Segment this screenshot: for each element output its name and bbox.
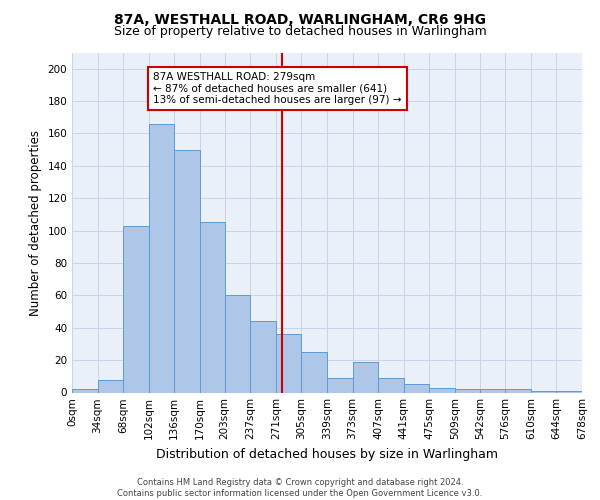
Bar <box>430 388 455 392</box>
Bar <box>404 384 430 392</box>
Text: Size of property relative to detached houses in Warlingham: Size of property relative to detached ho… <box>113 25 487 38</box>
Text: 87A WESTHALL ROAD: 279sqm
← 87% of detached houses are smaller (641)
13% of semi: 87A WESTHALL ROAD: 279sqm ← 87% of detac… <box>153 72 402 105</box>
Bar <box>276 334 301 392</box>
Bar <box>224 296 250 392</box>
Y-axis label: Number of detached properties: Number of detached properties <box>29 130 42 316</box>
Bar <box>123 226 149 392</box>
Bar <box>175 150 200 392</box>
Bar <box>531 391 556 392</box>
Bar <box>149 124 175 392</box>
Bar <box>98 380 123 392</box>
Bar <box>200 222 226 392</box>
Bar <box>353 362 378 392</box>
Bar <box>72 390 98 392</box>
Bar <box>505 390 531 392</box>
Bar <box>479 390 505 392</box>
Bar <box>301 352 327 393</box>
Bar <box>556 391 582 392</box>
Bar <box>378 378 404 392</box>
Text: Contains HM Land Registry data © Crown copyright and database right 2024.
Contai: Contains HM Land Registry data © Crown c… <box>118 478 482 498</box>
X-axis label: Distribution of detached houses by size in Warlingham: Distribution of detached houses by size … <box>156 448 498 461</box>
Bar <box>250 322 276 392</box>
Bar <box>327 378 353 392</box>
Text: 87A, WESTHALL ROAD, WARLINGHAM, CR6 9HG: 87A, WESTHALL ROAD, WARLINGHAM, CR6 9HG <box>114 12 486 26</box>
Bar <box>455 390 481 392</box>
